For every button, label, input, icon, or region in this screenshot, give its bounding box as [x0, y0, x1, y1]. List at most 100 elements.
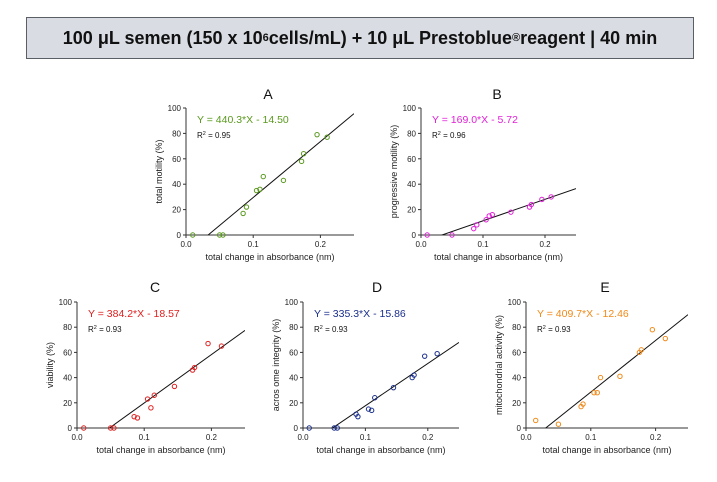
- data-point: [617, 373, 623, 380]
- regression-equation: Y = 440.3*X - 14.50: [197, 114, 289, 126]
- data-point: [191, 364, 198, 371]
- data-point: [434, 350, 440, 357]
- figure-title-mid: cells/mL) + 10 μL Prestoblue: [268, 27, 512, 48]
- data-point: [218, 343, 225, 349]
- y-tick-label: 40: [289, 374, 298, 383]
- r-squared-symbol: R: [88, 325, 94, 334]
- data-point: [662, 335, 669, 342]
- x-tick-label: 0.2: [539, 240, 551, 249]
- y-axis-label: acros ome integrity (%): [271, 319, 281, 412]
- data-point: [474, 222, 480, 228]
- data-point: [134, 415, 141, 421]
- y-axis-label: progressive motility (%): [389, 125, 399, 219]
- data-point: [190, 232, 196, 238]
- data-point: [111, 425, 117, 431]
- y-tick-label: 60: [289, 348, 298, 357]
- data-point: [548, 194, 554, 200]
- y-tick-label: 40: [407, 180, 416, 189]
- chart-b: B 0 20 40 60 80 100 0.0 0.1 0.2 total change in ab…: [389, 86, 576, 262]
- x-tick-label: 0.0: [71, 433, 83, 442]
- r-squared-symbol: R: [537, 325, 543, 334]
- r-squared: R2 = 0.93: [314, 325, 348, 334]
- x-tick-label: 0.1: [360, 433, 372, 442]
- x-axis-label: total change in absorbance (nm): [542, 445, 671, 455]
- x-tick-label: 0.1: [248, 240, 260, 249]
- y-axis-label: total motility (%): [154, 139, 164, 203]
- data-point: [449, 232, 455, 238]
- figure-title-pre: 100 μL semen (150 x 10: [62, 27, 263, 48]
- data-point: [390, 384, 397, 391]
- regression-equation: Y = 409.7*X - 12.46: [537, 308, 629, 320]
- data-point: [421, 353, 428, 359]
- r-squared: R2 = 0.96: [432, 131, 466, 140]
- r-squared-value: = 0.93: [546, 325, 571, 334]
- x-axis-label: total change in absorbance (nm): [96, 445, 225, 455]
- r-squared-symbol: R: [197, 131, 203, 140]
- panel-letter: B: [492, 86, 501, 102]
- y-axis-label: viability (%): [45, 342, 55, 388]
- y-tick-label: 100: [168, 104, 182, 113]
- data-point: [483, 217, 489, 223]
- data-point: [306, 425, 312, 431]
- x-tick-label: 0.0: [520, 433, 532, 442]
- data-point: [368, 407, 375, 414]
- data-point: [638, 347, 645, 353]
- y-tick-label: 20: [63, 399, 72, 408]
- r-squared: R2 = 0.93: [537, 325, 571, 334]
- data-point: [216, 232, 223, 238]
- x-axis-label: total change in absorbance (nm): [434, 252, 563, 262]
- data-point: [355, 413, 361, 420]
- r-squared-value: = 0.93: [323, 325, 348, 334]
- y-tick-label: 100: [285, 298, 299, 307]
- data-point: [220, 232, 226, 238]
- panel-letter: D: [372, 279, 382, 295]
- data-point: [555, 421, 562, 427]
- chart-d: D 0 20 40 60 80 100 0.0 0.1 0.2 total change in ab…: [271, 279, 459, 455]
- x-tick-label: 0.1: [477, 240, 489, 249]
- r-squared-symbol: R: [314, 325, 320, 334]
- x-tick-label: 0.2: [650, 433, 662, 442]
- y-tick-label: 0: [68, 424, 73, 433]
- y-tick-label: 60: [407, 155, 416, 164]
- y-tick-label: 60: [512, 348, 521, 357]
- data-point: [280, 177, 287, 184]
- chart-c: C 0 20 40 60 80 100 0.0 0.1 0.2 total change in ab…: [45, 279, 245, 455]
- r-squared-value: = 0.95: [206, 131, 231, 140]
- y-tick-label: 0: [412, 231, 417, 240]
- chart-a: A 0 20 40 60 80 100 0.0 0.1 0.2 total change in ab…: [154, 86, 354, 262]
- r-squared-value: = 0.93: [97, 325, 122, 334]
- x-tick-label: 0.2: [315, 240, 327, 249]
- data-point: [424, 232, 430, 238]
- y-tick-label: 60: [172, 155, 181, 164]
- data-point: [148, 405, 154, 411]
- data-point: [240, 210, 246, 217]
- data-point: [314, 131, 320, 138]
- y-tick-label: 20: [172, 206, 181, 215]
- data-point: [597, 374, 604, 381]
- panel-letter: A: [263, 86, 273, 102]
- r-squared: R2 = 0.93: [88, 325, 122, 334]
- data-point: [81, 425, 87, 431]
- figure-title-sup: 6: [262, 32, 269, 44]
- y-tick-label: 80: [172, 129, 181, 138]
- y-tick-label: 0: [294, 424, 299, 433]
- panel-letter: C: [150, 279, 160, 295]
- data-point: [257, 186, 263, 192]
- data-point: [331, 425, 337, 431]
- y-tick-label: 0: [517, 424, 522, 433]
- y-tick-label: 100: [403, 104, 417, 113]
- y-tick-label: 20: [289, 399, 298, 408]
- data-point: [334, 425, 341, 431]
- x-tick-label: 0.0: [415, 240, 427, 249]
- data-point: [594, 390, 600, 396]
- r-squared-symbol: R: [432, 131, 438, 140]
- data-point: [107, 425, 114, 431]
- x-axis-label: total change in absorbance (nm): [205, 252, 334, 262]
- x-tick-label: 0.2: [206, 433, 218, 442]
- regression-equation: Y = 169.0*X - 5.72: [432, 114, 518, 126]
- fit-line: [207, 113, 354, 235]
- y-tick-label: 20: [512, 399, 521, 408]
- x-tick-label: 0.1: [585, 433, 597, 442]
- data-point: [171, 383, 178, 390]
- data-point: [508, 209, 514, 215]
